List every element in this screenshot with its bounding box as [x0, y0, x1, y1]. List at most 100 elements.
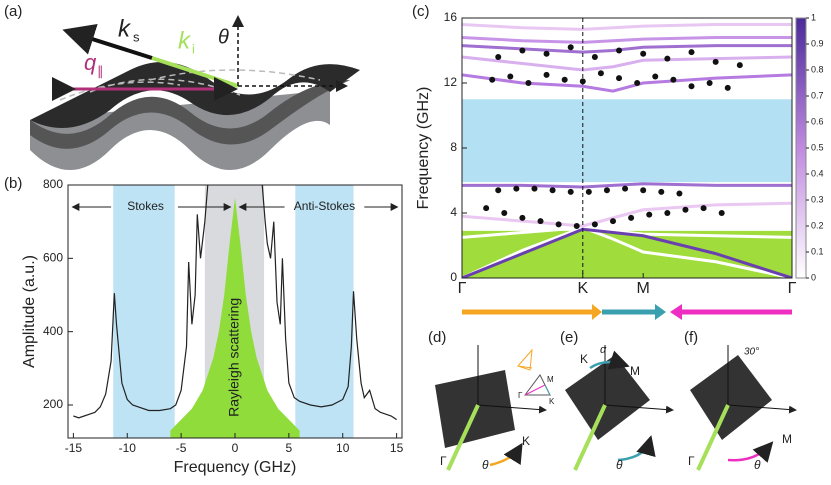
x-tick-label: -15	[65, 441, 83, 455]
point	[513, 185, 520, 192]
point	[658, 188, 665, 195]
area	[170, 197, 300, 438]
y-tick-label: 400	[43, 324, 63, 338]
point	[640, 50, 647, 57]
point	[537, 218, 544, 225]
sample-f	[690, 345, 797, 471]
x-tick-label: -5	[176, 441, 187, 455]
point	[549, 187, 556, 194]
point	[495, 187, 502, 194]
point	[634, 80, 641, 86]
e-theta: θ	[616, 458, 623, 472]
q-sub: ∥	[97, 63, 104, 78]
panel-label: (a)	[4, 3, 22, 20]
point	[603, 187, 610, 194]
line	[462, 226, 792, 278]
plot-area	[462, 23, 792, 278]
x-tick-label: 5	[286, 441, 293, 455]
line	[462, 44, 792, 54]
x-tick-label: Γ	[788, 280, 797, 297]
point	[616, 75, 623, 82]
point	[640, 187, 647, 194]
point	[519, 47, 526, 54]
colorbar-tick-label: 1	[811, 12, 816, 22]
y-tick-label: 8	[450, 140, 457, 154]
point	[591, 54, 598, 60]
colorbar-tick-label: 0.4	[811, 168, 824, 178]
colorbar-tick-label: 0.6	[811, 116, 824, 126]
e-k: K	[580, 352, 588, 366]
ks-sub: s	[133, 29, 140, 44]
panel-label: (c)	[412, 3, 430, 20]
x-tick-label: K	[577, 280, 588, 297]
y-tick-label: 12	[444, 75, 458, 89]
e-alpha: α	[600, 344, 607, 356]
annotation: Stokes	[127, 199, 164, 213]
colorbar-tick-label: 0.3	[811, 194, 824, 204]
point	[519, 214, 526, 221]
plot-area	[73, 185, 397, 438]
bz-label: K	[549, 397, 555, 406]
x-tick-label: M	[637, 280, 650, 297]
e-m: M	[630, 364, 640, 378]
point	[652, 73, 659, 80]
line	[462, 73, 792, 93]
line	[462, 23, 792, 31]
point	[543, 50, 550, 57]
path-arrow-head	[592, 304, 602, 320]
point	[664, 55, 671, 62]
colorbar-tick-label: 0.1	[811, 246, 824, 256]
point	[700, 205, 707, 212]
point	[531, 185, 538, 192]
colorbar-tick-label: 0.9	[811, 38, 824, 48]
line	[73, 185, 397, 421]
point	[597, 70, 604, 77]
point	[489, 76, 496, 83]
colorbar-tick-label: 0	[811, 272, 816, 282]
point	[483, 205, 490, 212]
x-tick-label: 10	[336, 441, 350, 455]
theta: θ	[218, 26, 229, 48]
point	[573, 223, 580, 229]
point	[688, 49, 695, 56]
ks-label: k	[118, 15, 132, 42]
shaded-band	[462, 99, 792, 183]
f-angle: 30°	[744, 347, 759, 358]
point	[646, 211, 653, 218]
bz-label: Γ	[518, 391, 523, 400]
q-label: q	[84, 50, 97, 75]
point	[567, 188, 574, 195]
point	[688, 83, 695, 90]
x-tick-label: Γ	[458, 280, 467, 297]
point	[616, 47, 623, 54]
path-arrow-head	[655, 304, 666, 320]
panel-label: (b)	[4, 175, 22, 192]
y-tick-label: 800	[43, 177, 63, 191]
point	[495, 54, 502, 60]
point	[561, 76, 568, 83]
point	[628, 214, 635, 221]
point	[567, 44, 574, 51]
point	[724, 84, 731, 91]
y-axis-label: Frequency (GHz)	[415, 87, 432, 210]
f-gamma: Γ	[688, 454, 695, 468]
x-tick-label: 0	[232, 441, 239, 455]
point	[555, 221, 562, 228]
point	[591, 221, 598, 228]
colorbar-tick-label: 0.5	[811, 142, 824, 152]
point	[670, 76, 677, 83]
ks-arrow	[62, 24, 153, 60]
f-theta: θ	[754, 458, 761, 472]
x-tick-label: 15	[390, 441, 404, 455]
line	[462, 182, 792, 189]
x-axis-label: Frequency (GHz)	[174, 459, 297, 476]
point	[676, 190, 683, 197]
colorbar-tick-label: 0.8	[811, 64, 824, 74]
point	[543, 71, 550, 78]
y-tick-label: 0	[450, 270, 457, 284]
y-tick-label: 600	[43, 251, 63, 265]
annotation: Rayleigh scattering	[226, 298, 242, 417]
x-tick-label: -10	[119, 441, 137, 455]
d-k: K	[522, 434, 530, 448]
